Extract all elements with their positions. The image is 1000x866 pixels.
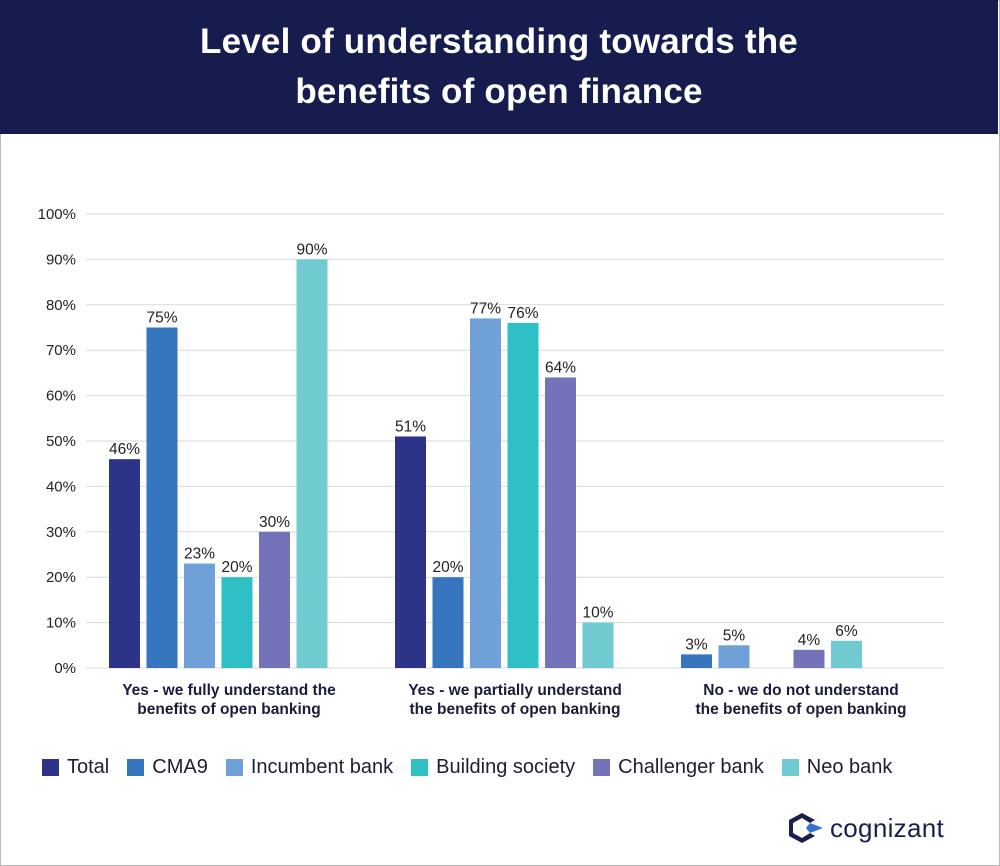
legend-swatch <box>781 759 799 776</box>
x-category-label: the benefits of open banking <box>696 701 907 718</box>
bar <box>718 645 750 668</box>
data-label: 6% <box>835 623 858 640</box>
legend-label: Challenger bank <box>618 756 764 778</box>
bar <box>432 577 464 668</box>
bar <box>296 259 328 668</box>
data-label: 20% <box>432 559 463 576</box>
x-category-label: benefits of open banking <box>137 701 320 718</box>
data-label: 23% <box>184 546 215 563</box>
cognizant-logo: cognizant <box>788 812 944 844</box>
logo-wordmark: cognizant <box>830 812 944 843</box>
bar <box>545 377 576 668</box>
data-label: 30% <box>259 514 290 531</box>
bar-chart: 0% 10% 20% 30% 40% 50% 60% 70% 80% 90% 100% 46% 75% 2… <box>38 206 944 718</box>
cognizant-logo-icon <box>789 813 823 843</box>
legend-item: CMA9 <box>127 756 208 779</box>
x-category-label: No - we do not understand <box>703 682 898 699</box>
legend-item: Total <box>42 756 109 779</box>
y-tick-label: 70% <box>46 342 76 359</box>
y-tick-label: 80% <box>46 297 76 314</box>
y-tick-label: 30% <box>46 524 76 541</box>
legend-label: Incumbent bank <box>250 756 394 778</box>
legend-item: Incumbent bank <box>225 756 394 779</box>
chart-header: Level of understanding towards the benef… <box>0 0 998 134</box>
bar <box>470 318 501 668</box>
legend-item: Building society <box>411 756 575 779</box>
y-tick-label: 0% <box>54 660 76 677</box>
legend-label: Total <box>67 756 110 778</box>
bar <box>184 563 215 668</box>
data-label: 4% <box>798 632 821 649</box>
data-label: 51% <box>395 418 426 435</box>
x-category-label: Yes - we partially understand <box>408 682 622 699</box>
chart-title-line-1: Level of understanding towards the <box>200 22 798 61</box>
legend-label: Neo bank <box>806 756 893 778</box>
legend-swatch <box>593 759 611 776</box>
data-label: 90% <box>296 241 327 258</box>
legend-swatch <box>42 759 59 776</box>
data-label: 3% <box>685 636 708 653</box>
legend: Total CMA9 Incumbent bank Building society C… <box>42 756 982 779</box>
bar <box>221 577 253 668</box>
legend-item: Challenger bank <box>593 756 764 779</box>
bar <box>395 436 426 668</box>
data-label: 46% <box>109 441 140 458</box>
data-label: 64% <box>545 359 576 376</box>
y-tick-label: 60% <box>46 388 76 405</box>
data-label: 5% <box>723 627 746 644</box>
legend-label: CMA9 <box>152 756 208 778</box>
data-label: 76% <box>507 305 538 322</box>
y-tick-label: 100% <box>38 206 76 223</box>
chart-title-line-2: benefits of open finance <box>295 72 703 111</box>
y-tick-label: 40% <box>46 478 76 495</box>
data-label: 20% <box>221 559 252 576</box>
bar <box>507 322 539 668</box>
legend-item: Neo bank <box>781 756 893 779</box>
x-category-label: the benefits of open banking <box>410 701 621 718</box>
y-tick-label: 10% <box>46 615 76 632</box>
data-label: 75% <box>146 310 177 327</box>
data-label: 77% <box>470 300 501 317</box>
bar <box>793 649 825 668</box>
legend-swatch <box>411 759 429 776</box>
legend-swatch <box>225 759 243 776</box>
data-label: 10% <box>582 605 613 622</box>
x-category-label: Yes - we fully understand the <box>122 682 336 699</box>
legend-swatch <box>127 759 145 776</box>
y-tick-label: 20% <box>46 569 76 586</box>
y-tick-label: 50% <box>46 433 76 450</box>
bar <box>681 654 712 668</box>
legend-label: Building society <box>436 756 576 778</box>
bar <box>109 459 140 668</box>
bar <box>146 327 178 668</box>
bar <box>582 622 614 668</box>
bar <box>831 640 862 668</box>
bar <box>259 531 290 668</box>
y-tick-label: 90% <box>46 251 76 268</box>
